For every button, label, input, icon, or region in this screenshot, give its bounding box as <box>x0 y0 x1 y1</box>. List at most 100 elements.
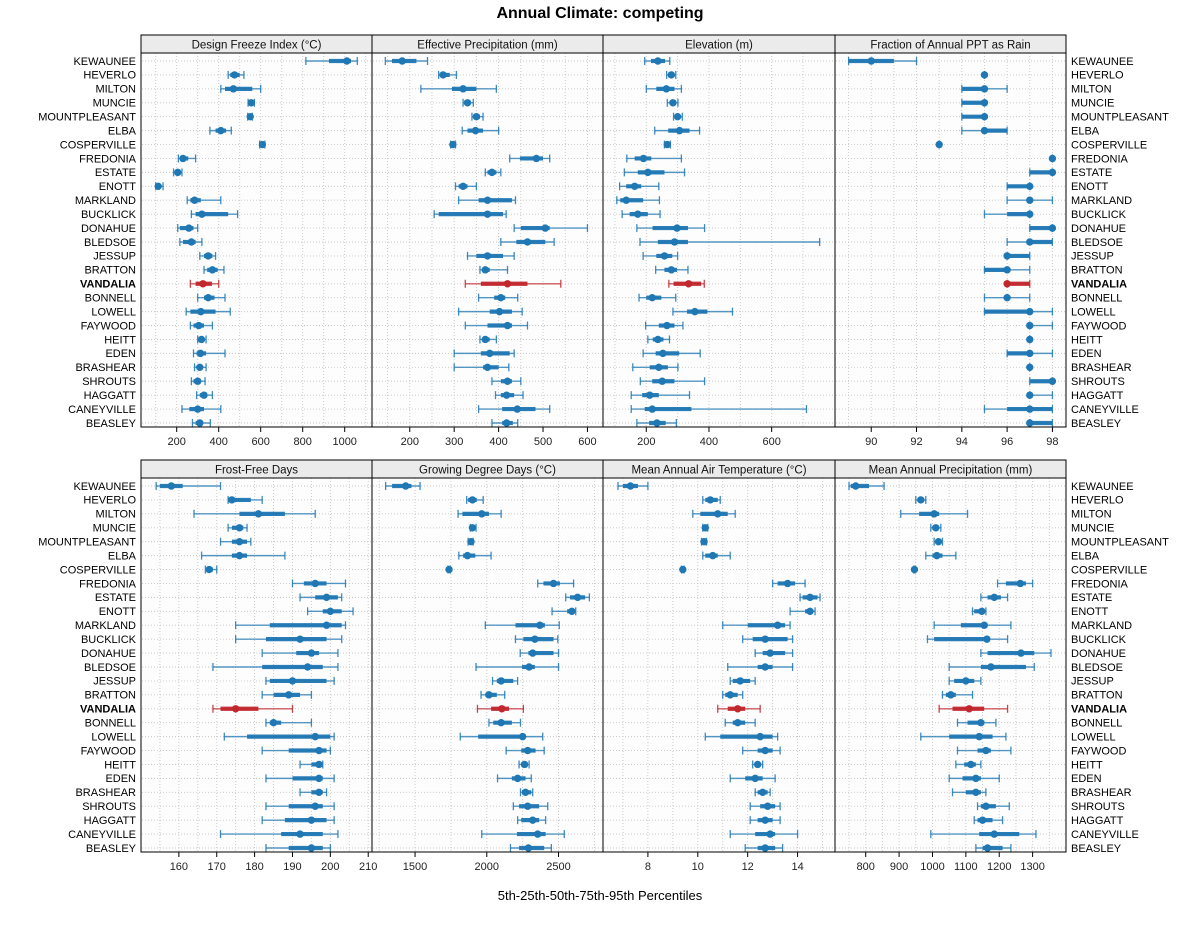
median-dot <box>205 565 213 574</box>
median-dot <box>910 565 919 574</box>
axis-tick-label: 200 <box>321 861 339 873</box>
site-label-left: BEASLEY <box>86 418 137 430</box>
percentile-glyph <box>227 70 245 79</box>
percentile-glyph <box>154 182 164 191</box>
axis-tick-label: 96 <box>1001 436 1013 448</box>
median-dot <box>204 252 212 260</box>
median-dot <box>326 607 335 616</box>
percentile-glyph <box>261 746 331 755</box>
site-label-right: BEASLEY <box>1071 843 1122 855</box>
site-label-left: HAGGATT <box>84 390 137 402</box>
median-dot <box>983 844 992 852</box>
site-label-right: MARKLAND <box>1071 620 1132 632</box>
median-dot <box>982 746 990 755</box>
percentile-glyph <box>235 621 347 630</box>
median-dot <box>972 788 980 797</box>
percentile-glyph <box>514 635 559 644</box>
median-dot <box>229 85 238 93</box>
site-label-left: SHROUTS <box>82 376 136 388</box>
site-label-right: ENOTT <box>1071 606 1109 618</box>
median-dot <box>947 691 955 699</box>
site-label-right: MARKLAND <box>1071 195 1132 207</box>
median-dot <box>483 196 492 204</box>
median-dot <box>502 419 511 427</box>
percentile-glyph <box>617 482 649 490</box>
site-label-left: VANDALIA <box>80 279 136 291</box>
percentile-glyph <box>644 321 684 330</box>
median-dot <box>756 732 764 741</box>
median-dot <box>208 266 217 274</box>
site-label-right: DONAHUE <box>1071 223 1126 235</box>
percentile-glyph <box>265 774 335 783</box>
axis-tick-label: 800 <box>857 861 875 873</box>
percentile-glyph <box>642 349 701 358</box>
median-dot <box>303 663 312 671</box>
site-label-right: SHROUTS <box>1071 376 1125 388</box>
percentile-glyph <box>219 830 339 839</box>
median-dot <box>783 579 792 588</box>
median-dot <box>648 405 656 413</box>
percentile-glyph <box>1003 251 1031 260</box>
median-dot <box>761 816 769 824</box>
median-dot <box>502 391 511 399</box>
axis-tick-label: 1100 <box>954 861 978 873</box>
median-dot <box>513 405 521 413</box>
percentile-glyph <box>480 690 506 699</box>
percentile-glyph <box>647 335 671 344</box>
site-label-left: DONAHUE <box>81 648 136 660</box>
percentile-glyph <box>623 168 686 177</box>
percentile-glyph <box>961 84 1008 93</box>
axis-tick-label: 2500 <box>546 861 570 873</box>
median-dot <box>307 649 316 657</box>
figure-title: Annual Climate: competing <box>496 5 704 22</box>
percentile-glyph <box>481 830 565 839</box>
median-dot <box>523 746 532 755</box>
median-dot <box>199 280 207 288</box>
percentile-glyph <box>484 621 560 630</box>
site-label-left: ENOTT <box>99 181 137 193</box>
percentile-glyph <box>186 196 222 205</box>
median-dot <box>736 677 744 685</box>
percentile-glyph <box>1026 363 1034 372</box>
percentile-glyph <box>961 98 989 107</box>
percentile-glyph <box>616 196 661 205</box>
median-dot <box>322 621 331 629</box>
strip-title: Elevation (m) <box>685 40 753 52</box>
percentile-glyph <box>464 321 529 330</box>
percentile-glyph <box>195 391 214 400</box>
percentile-glyph <box>299 593 343 602</box>
median-dot <box>483 363 492 372</box>
median-dot <box>1003 266 1011 274</box>
median-dot <box>1026 307 1034 316</box>
median-dot <box>766 830 774 838</box>
percentile-glyph <box>479 335 498 344</box>
median-dot <box>669 99 677 107</box>
percentile-glyph <box>955 760 982 769</box>
strip-title: Fraction of Annual PPT as Rain <box>870 40 1030 52</box>
percentile-glyph <box>665 70 677 79</box>
percentile-glyph <box>847 57 918 65</box>
percentile-glyph <box>537 579 575 588</box>
site-label-left: BUCKLICK <box>81 209 137 221</box>
median-dot <box>980 621 988 629</box>
axis-tick-label: 800 <box>294 436 312 448</box>
median-dot <box>753 760 762 769</box>
site-label-right: BUCKLICK <box>1071 634 1127 646</box>
percentile-glyph <box>1006 237 1054 246</box>
percentile-glyph <box>513 224 589 233</box>
percentile-glyph <box>639 377 706 386</box>
median-dot <box>478 510 486 518</box>
percentile-glyph <box>948 676 982 685</box>
site-label-right: CANEYVILLE <box>1071 829 1139 841</box>
percentile-glyph <box>1006 182 1034 191</box>
percentile-glyph <box>933 621 1012 630</box>
median-dot <box>967 760 975 769</box>
percentile-glyph <box>975 843 1012 852</box>
site-label-right: FREDONIA <box>1071 153 1129 165</box>
site-label-right: BRATTON <box>1071 265 1123 277</box>
percentile-glyph <box>299 788 328 797</box>
site-label-right: ENOTT <box>1071 181 1109 193</box>
percentile-glyph <box>1026 418 1054 427</box>
site-label-right: BONNELL <box>1071 292 1122 304</box>
percentile-glyph <box>722 621 791 630</box>
